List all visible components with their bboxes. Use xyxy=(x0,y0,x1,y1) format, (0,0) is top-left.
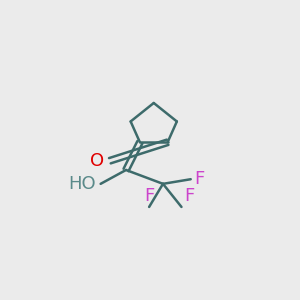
Text: HO: HO xyxy=(68,175,96,193)
Text: F: F xyxy=(144,187,154,205)
Text: O: O xyxy=(90,152,104,170)
Text: F: F xyxy=(194,170,204,188)
Text: F: F xyxy=(184,187,194,205)
